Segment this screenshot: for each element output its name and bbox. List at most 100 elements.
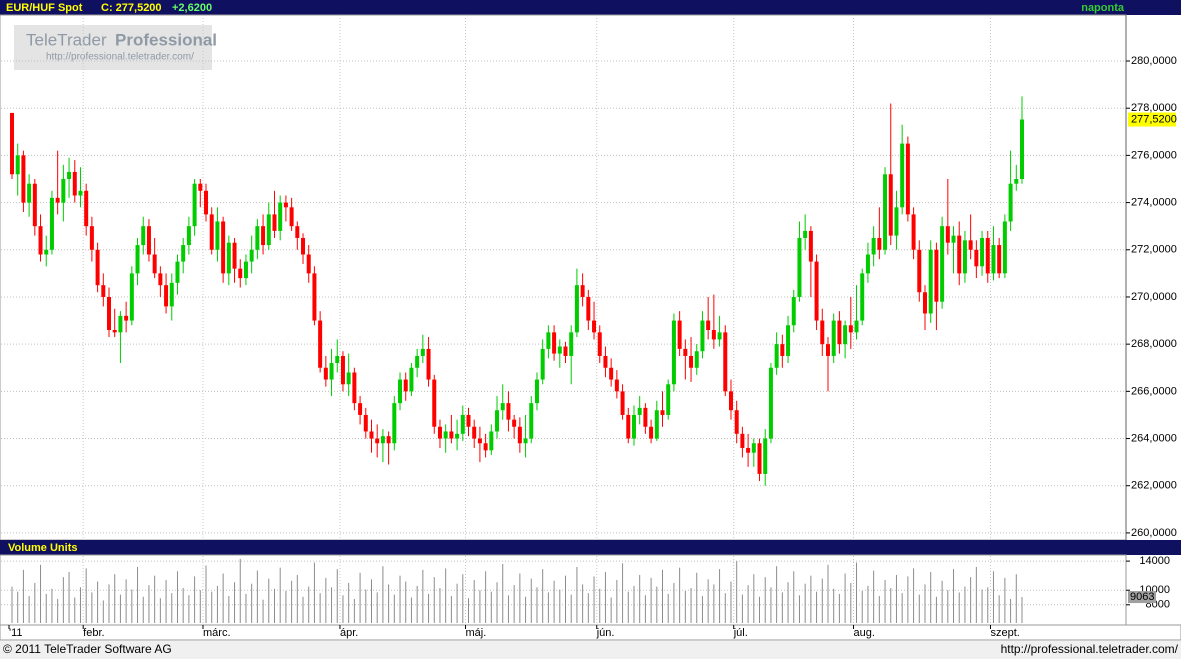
candle-body: [671, 320, 676, 385]
candle-body: [375, 438, 380, 444]
candle-body: [477, 438, 482, 444]
candle-body: [49, 197, 54, 250]
candle-body: [135, 245, 140, 274]
candle-body: [500, 403, 505, 411]
candle-body: [728, 391, 733, 411]
candle-body: [534, 379, 539, 404]
candle-body: [814, 261, 819, 321]
candle-body: [546, 332, 551, 349]
candle-body: [44, 249, 49, 255]
candle-body: [107, 296, 112, 330]
candle-body: [483, 443, 488, 451]
y-tick-label: 280,0000: [1131, 55, 1177, 67]
instrument: EUR/HUF Spot: [6, 2, 83, 14]
y-tick-label: 14000: [1139, 555, 1170, 567]
candle-body: [27, 183, 32, 203]
candle-body: [101, 285, 106, 297]
header-bar: [0, 0, 1181, 15]
logo-product: Professional: [115, 30, 217, 49]
candle-body: [689, 355, 694, 368]
candle-body: [917, 249, 922, 293]
candle-body: [763, 438, 768, 474]
candle-body: [232, 242, 237, 269]
candle-body: [877, 237, 882, 250]
candle-body: [1002, 221, 1007, 274]
candle-body: [420, 348, 425, 356]
x-tick-label: jún.: [596, 627, 615, 639]
candle-body: [603, 355, 608, 368]
candle-body: [266, 214, 271, 246]
candle-body: [597, 332, 602, 356]
candle-body: [614, 379, 619, 392]
logo-url: http://professional.teletrader.com/: [46, 52, 194, 63]
candle-body: [426, 348, 431, 380]
candle-body: [660, 410, 665, 415]
candle-body: [631, 414, 636, 439]
candle-body: [489, 431, 494, 451]
candle-body: [312, 273, 317, 321]
y-tick-label: 274,0000: [1131, 196, 1177, 208]
x-tick-label: júl.: [733, 627, 748, 639]
candle-body: [204, 190, 209, 215]
candle-body: [278, 202, 283, 231]
candle-body: [523, 438, 528, 444]
candle-body: [883, 174, 888, 250]
candle-body: [352, 372, 357, 404]
candle-body: [974, 249, 979, 267]
candle-body: [683, 348, 688, 356]
candle-body: [934, 249, 939, 302]
candle-body: [1020, 119, 1024, 179]
candle-body: [152, 254, 157, 274]
change: +2,6200: [172, 2, 212, 14]
candle-body: [791, 296, 796, 326]
x-tick-label: aug.: [854, 627, 875, 639]
candle-body: [843, 325, 848, 345]
candle-body: [666, 384, 671, 415]
candle-body: [415, 355, 420, 368]
candle-body: [460, 414, 465, 434]
candle-body: [169, 282, 174, 307]
candle-body: [643, 407, 648, 427]
candle-body: [15, 155, 20, 175]
candle-body: [557, 346, 562, 354]
candle-body: [746, 447, 751, 453]
candle-body: [529, 403, 534, 439]
candle-body: [552, 332, 557, 354]
candle-body: [243, 261, 248, 279]
x-tick-label: ápr.: [340, 627, 358, 639]
candle-body: [175, 261, 180, 283]
y-tick-label: 272,0000: [1131, 244, 1177, 256]
candle-body: [951, 235, 956, 243]
logo-box: [14, 25, 212, 70]
candle-body: [192, 183, 197, 227]
candle-body: [141, 226, 146, 246]
candle-body: [506, 403, 511, 420]
candle-body: [985, 237, 990, 274]
candle-body: [10, 112, 14, 175]
candle-body: [449, 431, 454, 439]
candle-body: [860, 273, 865, 321]
candle-body: [991, 245, 996, 274]
candle-body: [905, 143, 910, 215]
candle-body: [198, 183, 203, 191]
candle-body: [164, 285, 169, 307]
candle-body: [723, 332, 728, 392]
candle-body: [820, 320, 825, 345]
candle-body: [209, 214, 214, 250]
candle-body: [323, 367, 328, 380]
candle-body: [997, 245, 1002, 274]
candle-body: [363, 414, 368, 432]
candle-body: [335, 355, 340, 364]
candle-body: [186, 226, 191, 246]
volume-title: Volume Units: [8, 542, 77, 554]
candle-body: [740, 433, 745, 448]
candle-body: [55, 197, 60, 203]
candle-body: [825, 344, 830, 356]
candle-body: [706, 320, 711, 330]
candle-body: [620, 391, 625, 415]
candle-body: [592, 320, 597, 333]
candle-body: [369, 431, 374, 439]
candle-body: [780, 344, 785, 356]
